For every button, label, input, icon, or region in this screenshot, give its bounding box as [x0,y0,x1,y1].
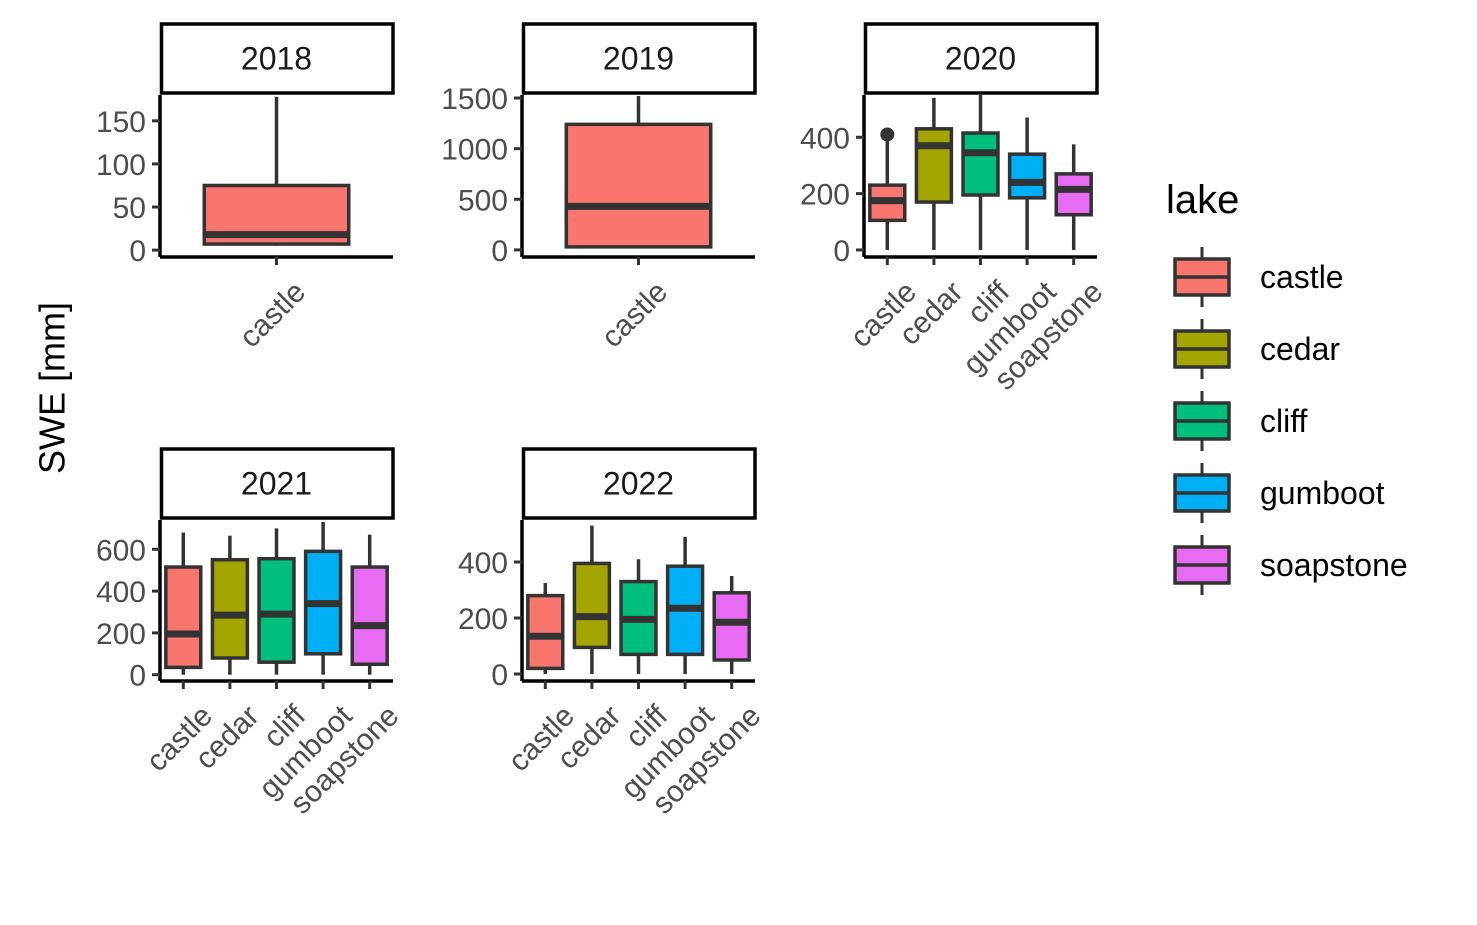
box-gumboot [665,536,705,674]
facet-panel-2019: 2019 0 500 1000 1500 castle [441,22,757,354]
box-body [526,593,565,671]
y-tick-label: 1500 [441,83,508,116]
y-tick-label: 100 [96,149,146,182]
box-soapstone [350,534,389,675]
outlier-point [880,127,895,142]
box-soapstone [712,576,751,674]
facet-panel-2020: 20200200400castlecedarcliffgumbootsoapst… [800,22,1109,397]
y-tick-label: 1000 [441,134,508,167]
box-gumboot [303,522,343,675]
y-tick-label: 400 [96,576,146,609]
y-tick-label: 500 [458,184,508,217]
legend-item-cedar: cedar [1173,319,1340,379]
box-body [564,122,713,249]
facet-strip [521,447,757,520]
box-soapstone [1054,144,1093,250]
legend-label: gumboot [1260,475,1385,511]
y-tick-label: 200 [800,179,850,212]
facet-strip [159,447,395,520]
legend-label: soapstone [1260,547,1408,583]
facet-strip [521,22,757,95]
box-body [914,127,954,204]
legend: lake castle cedar cliff gumboot soapstone [1166,178,1408,595]
box-body [712,591,751,662]
legend-item-gumboot: gumboot [1173,463,1385,523]
box-cedar [210,535,250,675]
y-tick-label: 50 [113,192,146,225]
legend-label: castle [1260,259,1344,295]
box-cliff [961,95,1000,250]
legend-item-castle: castle [1173,247,1344,307]
legend-item-cliff: cliff [1173,391,1308,451]
facet-strip-label: 2020 [945,41,1016,77]
box-body [350,565,389,667]
box-body [210,557,250,660]
box-cliff [619,559,658,674]
y-tick-label: 400 [458,547,508,580]
facet-panel-2018: 2018 0 50 100 150 castle [96,22,395,354]
box-castle [564,96,713,249]
box-castle [526,583,565,674]
box-body [572,561,612,650]
box-gumboot [1007,117,1047,250]
y-tick-label: 200 [96,618,146,651]
facet-strip-label: 2021 [241,466,312,502]
y-tick-label: 0 [833,235,850,268]
facet-strip [159,22,395,95]
facet-panel-2021: 20210200400600castlecedarcliffgumbootsoa… [96,447,405,821]
box-castle [202,96,351,246]
facet-strip [863,22,1099,95]
y-tick-label: 600 [96,534,146,567]
y-tick-label: 200 [458,603,508,636]
legend-title: lake [1166,178,1239,222]
y-tick-label: 0 [129,660,146,693]
box-castle [164,532,203,675]
y-tick-label: 0 [491,235,508,268]
box-body [257,556,296,664]
box-cliff [257,528,296,675]
box-body [164,565,203,670]
y-tick-label: 150 [96,106,146,139]
box-cedar [572,525,612,674]
box-castle [868,127,907,250]
y-axis-label: SWE [mm] [32,302,73,474]
legend-label: cedar [1260,331,1340,367]
x-tick-label: castle [595,275,674,354]
x-tick-label: castle [233,275,312,354]
box-body [1007,152,1047,200]
legend-label: cliff [1260,403,1308,439]
facet-strip-label: 2018 [241,41,312,77]
y-tick-label: 400 [800,122,850,155]
box-cedar [914,97,954,250]
facet-panel-2022: 20220200400castlecedarcliffgumbootsoapst… [458,447,767,821]
facet-panels: 2018 0 50 100 150 castle 2019 0 500 1000 1500 castl… [96,22,1109,821]
box-body [1054,172,1093,217]
legend-item-soapstone: soapstone [1173,535,1408,595]
facet-strip-label: 2022 [603,466,674,502]
y-tick-label: 0 [129,235,146,268]
box-body [961,131,1000,197]
facet-strip-label: 2019 [603,41,674,77]
y-tick-label: 0 [491,659,508,692]
